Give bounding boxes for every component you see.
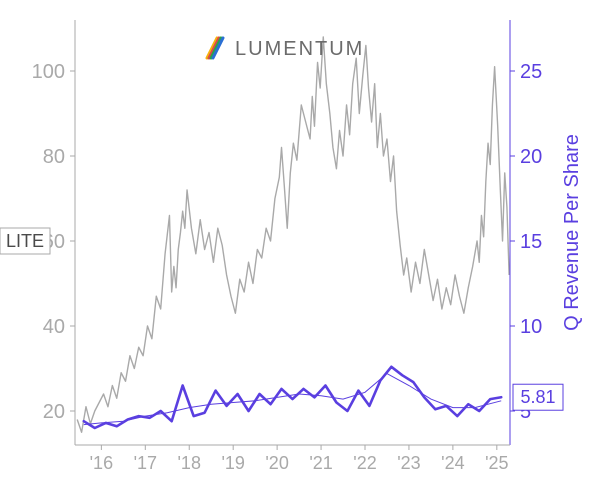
y-right-tick-label: 15 (520, 231, 542, 253)
logo-text: LUMENTUM (235, 38, 364, 60)
x-tick-label: '20 (265, 453, 288, 473)
y-left-tick-label: 20 (43, 401, 65, 423)
x-tick-label: '21 (309, 453, 332, 473)
x-tick-label: '19 (221, 453, 244, 473)
y-left-tick-label: 80 (43, 146, 65, 168)
y-right-tick-label: 10 (520, 316, 542, 338)
x-tick-label: '22 (353, 453, 376, 473)
x-tick-label: '16 (90, 453, 113, 473)
x-tick-label: '18 (178, 453, 201, 473)
revenue-chart: 20406080100510152025Q Revenue Per Share'… (0, 0, 600, 500)
rps-callout-label: 5.81 (520, 387, 555, 407)
y-right-tick-label: 25 (520, 61, 542, 83)
x-tick-label: '25 (485, 453, 508, 473)
x-tick-label: '17 (134, 453, 157, 473)
y-right-axis-title: Q Revenue Per Share (561, 134, 583, 331)
ticker-callout-label: LITE (6, 231, 44, 251)
x-tick-label: '23 (397, 453, 420, 473)
y-right-tick-label: 20 (520, 146, 542, 168)
y-left-tick-label: 100 (32, 61, 65, 83)
y-left-tick-label: 40 (43, 316, 65, 338)
x-tick-label: '24 (441, 453, 464, 473)
